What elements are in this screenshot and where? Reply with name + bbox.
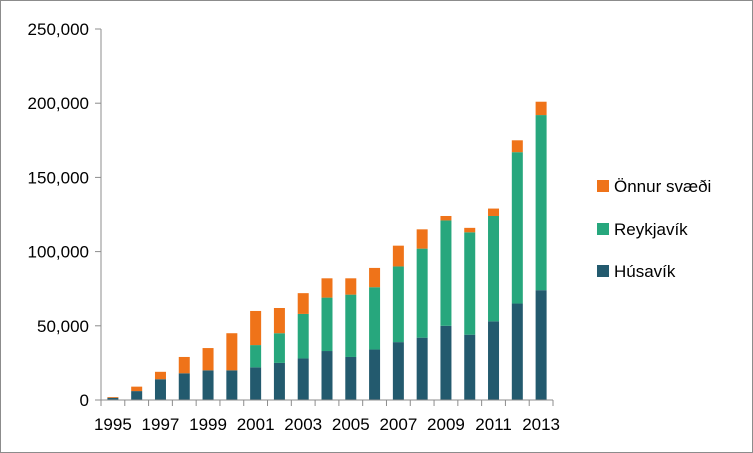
bar-segment	[416, 248, 428, 338]
legend: Önnur svæði Reykjavík Húsavík	[597, 177, 711, 281]
bar-segment	[416, 229, 428, 249]
bar-segment	[178, 373, 190, 400]
bar-segment	[321, 351, 333, 400]
bar-segment	[392, 245, 404, 267]
x-tick-label: 2003	[284, 415, 322, 434]
y-axis-ticks: 0 50,000 100,000 150,000 200,000 250,000	[28, 20, 101, 410]
bar-segment	[488, 208, 500, 216]
bar-segment	[131, 391, 143, 400]
bar-segment	[511, 303, 523, 400]
bar-segment	[107, 397, 119, 398]
y-tick-label: 200,000	[28, 94, 89, 113]
bar-segment	[321, 278, 333, 298]
bar-segment	[535, 101, 547, 116]
y-tick-label: 150,000	[28, 168, 89, 187]
axes	[100, 29, 553, 401]
bar-segment	[369, 267, 381, 288]
bar-segment	[202, 348, 214, 371]
bar-segment	[250, 367, 262, 400]
y-tick-label: 250,000	[28, 20, 89, 39]
bar-segment	[154, 371, 166, 380]
bar-segment	[392, 342, 404, 400]
bar-segment	[154, 379, 166, 400]
bar-segment	[250, 310, 262, 346]
bar-segment	[131, 386, 143, 392]
bar-segment	[488, 215, 500, 322]
bar-segment	[464, 334, 476, 400]
legend-label: Húsavík	[614, 262, 676, 281]
bar-segment	[226, 370, 238, 400]
legend-swatch	[597, 265, 609, 277]
bar-segment	[250, 345, 262, 368]
bar-segment	[226, 333, 238, 371]
bar-segment	[345, 356, 357, 400]
x-tick-label: 2009	[427, 415, 465, 434]
bar-segment	[345, 294, 357, 357]
bar-segment	[273, 333, 285, 363]
x-tick-label: 2007	[379, 415, 417, 434]
x-tick-label: 2001	[237, 415, 275, 434]
y-tick-label: 0	[80, 391, 89, 410]
bar-segment	[297, 293, 309, 314]
bar-segment	[511, 152, 523, 304]
bar-segment	[511, 140, 523, 153]
bar-segment	[416, 337, 428, 400]
bar-segment	[273, 362, 285, 400]
bars	[107, 101, 547, 400]
bar-segment	[440, 325, 452, 400]
bar-segment	[535, 290, 547, 400]
legend-label: Reykjavík	[614, 220, 688, 239]
x-tick-label: 2005	[332, 415, 370, 434]
legend-swatch	[597, 180, 609, 192]
x-tick-label: 1999	[189, 415, 227, 434]
y-tick-label: 100,000	[28, 243, 89, 262]
bar-segment	[440, 220, 452, 326]
bar-segment	[107, 397, 119, 400]
bar-segment	[369, 287, 381, 350]
bar-segment	[464, 227, 476, 233]
bar-segment	[345, 278, 357, 295]
x-tick-label: 1995	[94, 415, 132, 434]
bar-segment	[273, 307, 285, 334]
x-tick-label: 2011	[475, 415, 512, 434]
bar-segment	[369, 349, 381, 400]
bar-segment	[440, 215, 452, 221]
bar-segment	[535, 115, 547, 291]
x-tick-label: 2013	[522, 415, 560, 434]
x-axis-ticks: 1995 1997 1999 2001 2003 2005 2007 2009 2011 2013	[94, 400, 560, 434]
legend-label: Önnur svæði	[614, 177, 711, 196]
x-tick-label: 1997	[142, 415, 180, 434]
bar-segment	[321, 297, 333, 352]
bar-segment	[297, 313, 309, 359]
bar-segment	[178, 356, 190, 374]
bar-segment	[297, 358, 309, 400]
bar-segment	[392, 266, 404, 343]
bar-segment	[464, 232, 476, 335]
y-tick-label: 50,000	[37, 317, 89, 336]
legend-swatch	[597, 223, 609, 235]
bar-segment	[202, 370, 214, 400]
bar-segment	[488, 321, 500, 400]
